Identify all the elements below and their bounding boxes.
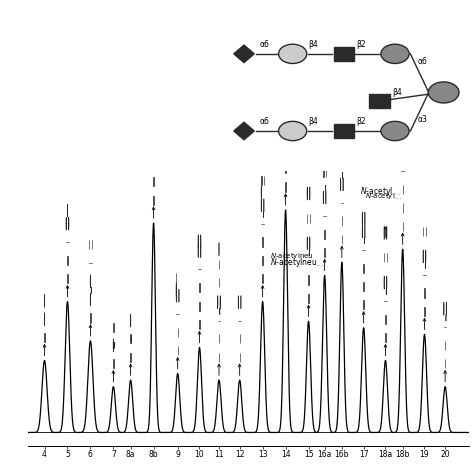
Circle shape — [381, 44, 409, 64]
Bar — [334, 124, 354, 138]
Text: $\it{N}$-acetyl$_{\mathregular{...}}$: $\it{N}$-acetyl$_{\mathregular{...}}$ — [365, 192, 402, 202]
Circle shape — [279, 44, 307, 64]
Bar — [369, 94, 390, 108]
Text: β4: β4 — [308, 117, 318, 126]
Text: α6: α6 — [418, 57, 428, 66]
Text: β4: β4 — [308, 40, 318, 49]
Text: α6: α6 — [259, 40, 269, 49]
Text: $\it{N}$-acetyl$_{\mathregular{...}}$: $\it{N}$-acetyl$_{\mathregular{...}}$ — [360, 185, 401, 198]
Text: β4: β4 — [392, 88, 402, 97]
Text: $\it{N}$-acetylneu: $\it{N}$-acetylneu — [270, 251, 314, 261]
Polygon shape — [234, 45, 254, 63]
Circle shape — [381, 121, 409, 141]
Text: β2: β2 — [356, 40, 366, 49]
Text: β2: β2 — [356, 117, 366, 126]
Circle shape — [279, 121, 307, 141]
Text: $\it{N}$-acetylneu$_{\mathregular{...}}$: $\it{N}$-acetylneu$_{\mathregular{...}}$ — [270, 256, 325, 269]
Bar — [334, 47, 354, 61]
Polygon shape — [234, 122, 254, 140]
Circle shape — [428, 82, 459, 103]
Text: α6: α6 — [259, 117, 269, 126]
Text: α3: α3 — [418, 115, 428, 124]
